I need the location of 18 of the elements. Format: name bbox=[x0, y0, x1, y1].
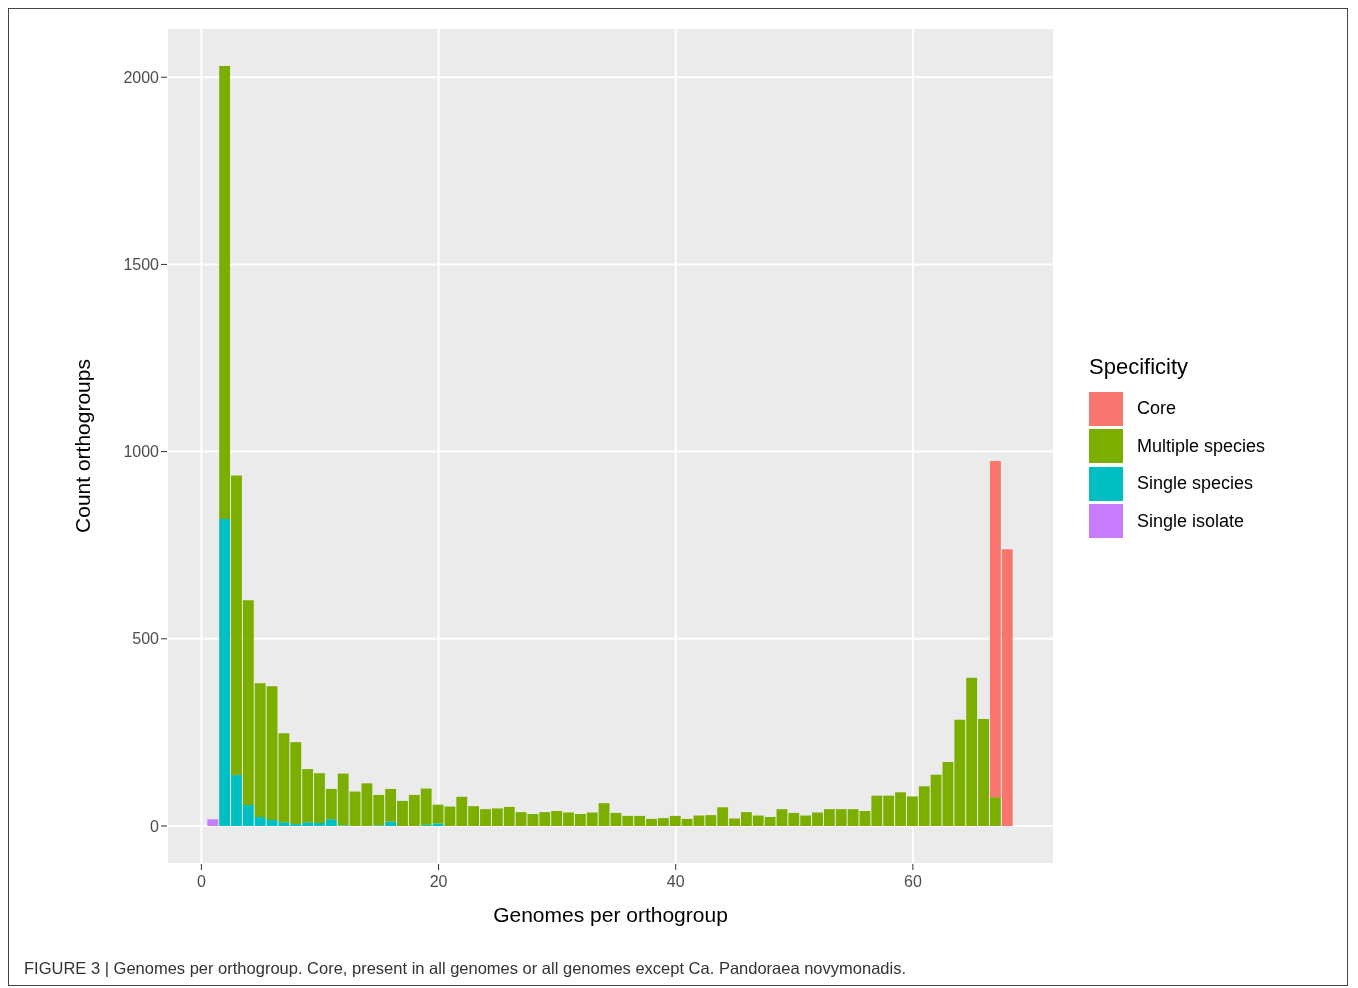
y-tick-label: 500 bbox=[132, 630, 160, 648]
x-tick-label: 40 bbox=[666, 873, 685, 891]
legend-title: Specificity bbox=[1089, 354, 1190, 380]
y-tick-label: 1500 bbox=[123, 256, 160, 274]
caption: FIGURE 3 | Genomes per orthogroup. Core, present in all genomes or all genomes except Ca. Pandoraea novymonadis. bbox=[24, 959, 907, 978]
y-axis-title: Count orthogroups bbox=[71, 359, 95, 533]
y-tick-label: 0 bbox=[150, 817, 160, 835]
x-tick-label: 0 bbox=[196, 873, 206, 891]
legend-label: Single isolate bbox=[1137, 510, 1245, 532]
x-tick-label: 60 bbox=[903, 873, 922, 891]
legend-label: Single species bbox=[1137, 473, 1254, 495]
x-axis-title: Genomes per orthogroup bbox=[493, 903, 728, 926]
x-tick-label: 20 bbox=[429, 873, 448, 891]
y-tick-label: 2000 bbox=[123, 68, 160, 86]
legend-label: Multiple species bbox=[1137, 435, 1266, 457]
legend-label: Core bbox=[1137, 398, 1177, 420]
y-tick-label: 1000 bbox=[123, 443, 160, 461]
bar bbox=[207, 819, 219, 826]
